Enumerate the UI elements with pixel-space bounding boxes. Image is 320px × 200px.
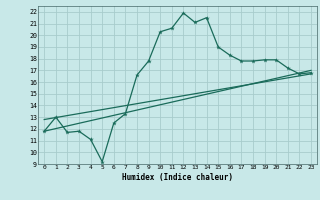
X-axis label: Humidex (Indice chaleur): Humidex (Indice chaleur) xyxy=(122,173,233,182)
